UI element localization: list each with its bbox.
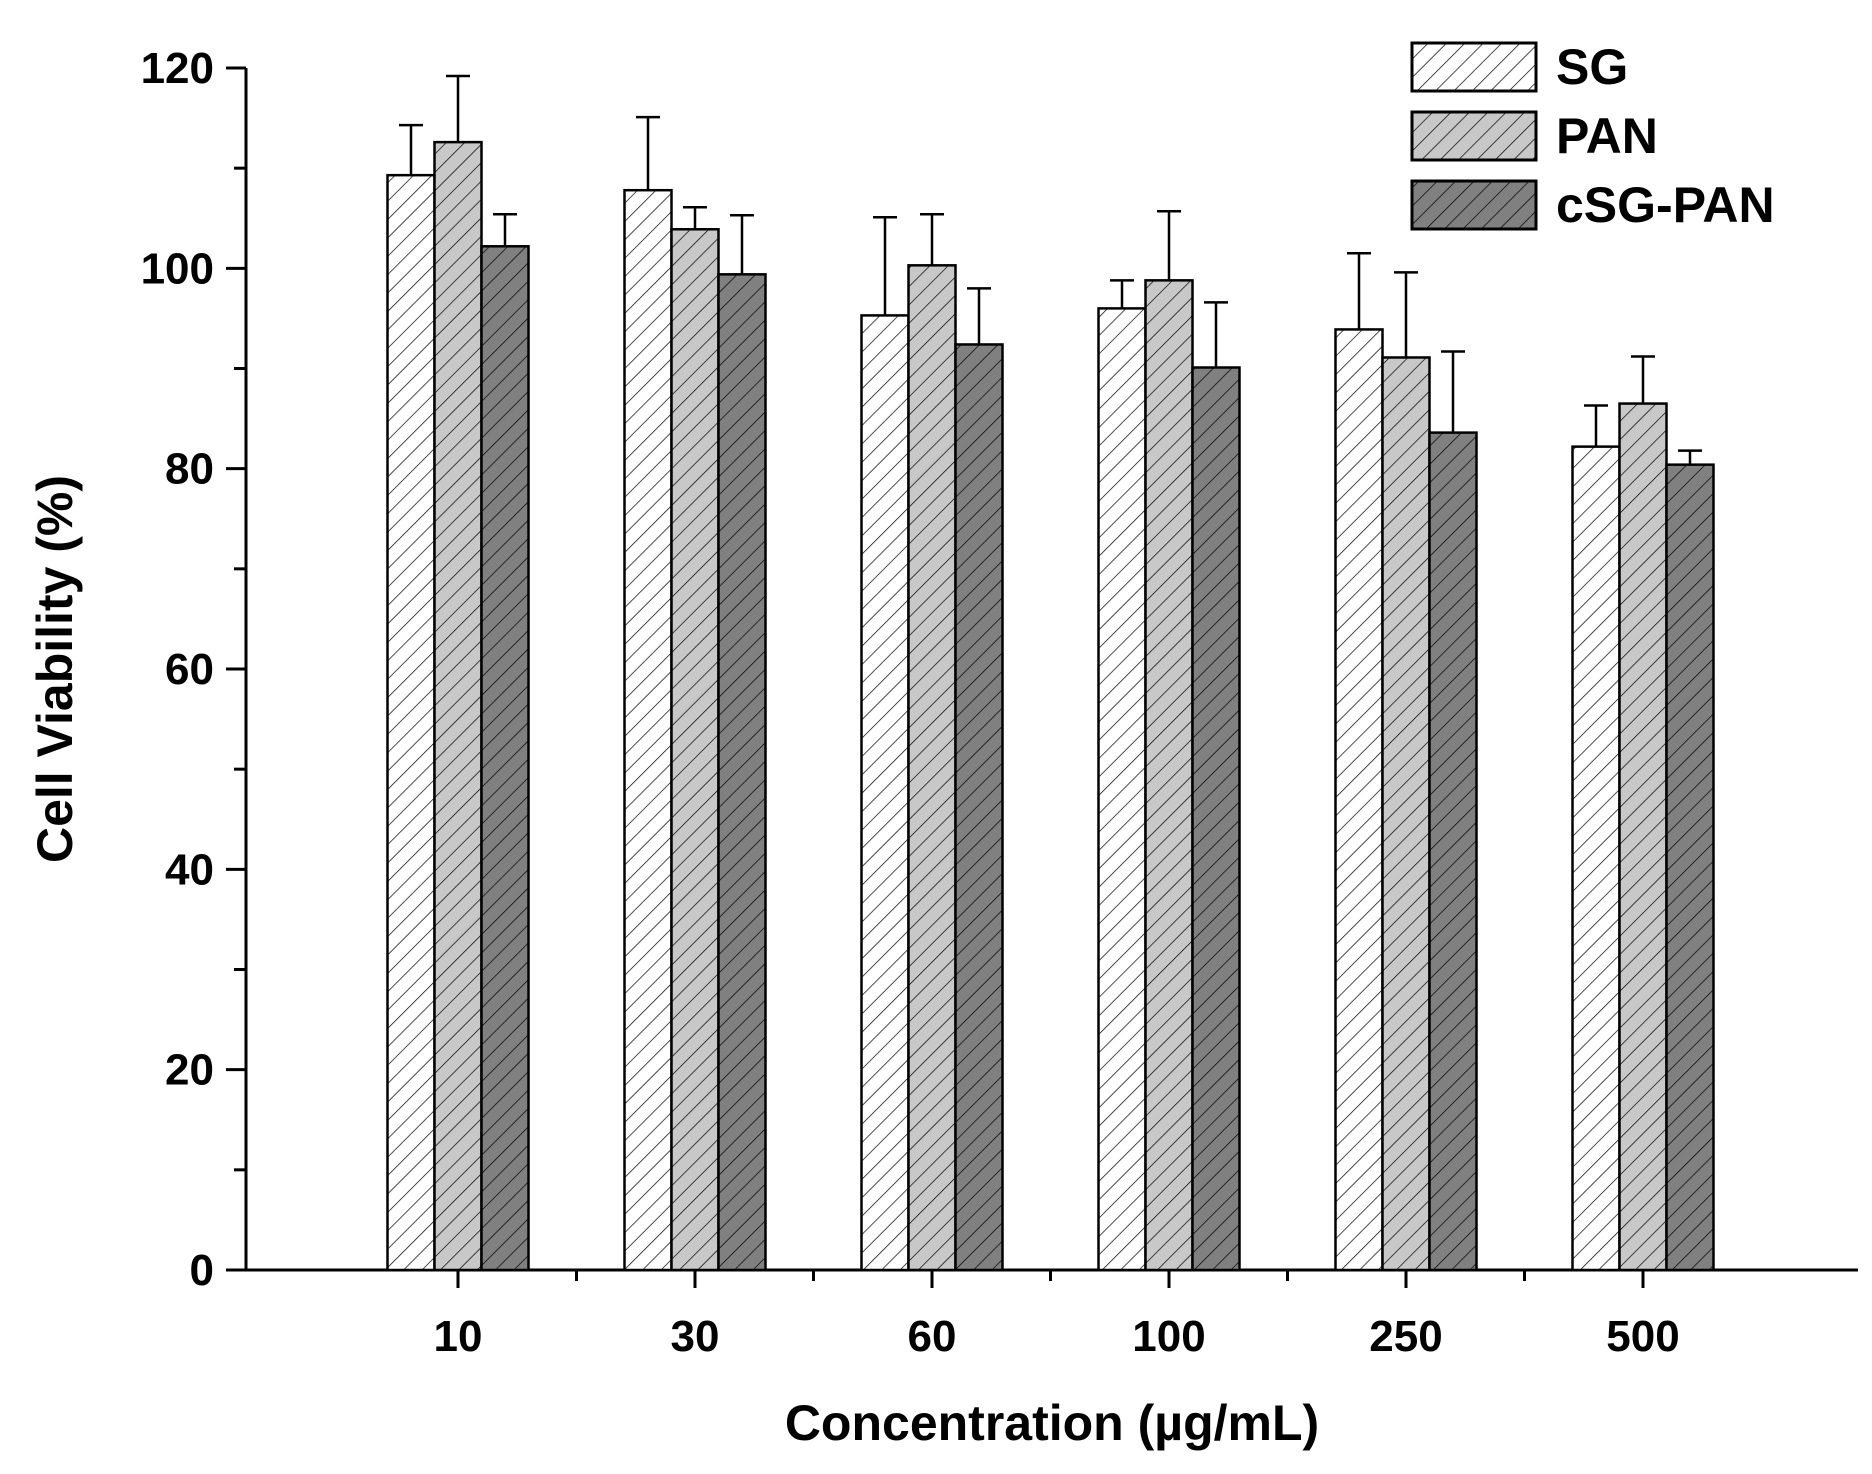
legend-swatch-sg	[1410, 41, 1538, 93]
error-bars	[399, 74, 1702, 465]
x-ticks: 10 30 60 100 250 500	[434, 1270, 1680, 1361]
bar-csg-pan-30	[717, 273, 767, 1272]
bar-csg-pan-100	[1191, 366, 1241, 1272]
legend-swatch-csg-pan	[1410, 179, 1538, 231]
legend-label-sg: SG	[1556, 39, 1628, 95]
y-ticks: 0 20 40 60 80 100 120	[141, 44, 246, 1295]
legend-label-csg-pan: cSG-PAN	[1556, 177, 1775, 233]
y-axis-title: Cell Viability (%)	[27, 475, 83, 863]
bar-pan-250	[1381, 356, 1431, 1272]
legend-swatch-pan	[1410, 110, 1538, 162]
bars	[386, 140, 1715, 1272]
x-tick-label: 60	[908, 1312, 957, 1361]
bar-sg-100	[1097, 307, 1147, 1272]
bar-sg-60	[860, 314, 910, 1272]
x-tick-label: 30	[671, 1312, 720, 1361]
x-tick-label: 500	[1606, 1312, 1679, 1361]
legend: SG PAN cSG-PAN	[1410, 39, 1775, 233]
x-tick-label: 10	[434, 1312, 483, 1361]
bar-sg-250	[1334, 328, 1384, 1272]
x-tick-label: 250	[1369, 1312, 1442, 1361]
bar-pan-500	[1618, 402, 1668, 1272]
legend-label-pan: PAN	[1556, 108, 1658, 164]
x-axis-title: Concentration (µg/mL)	[785, 1395, 1319, 1451]
y-tick-label: 80	[165, 445, 214, 494]
y-tick-label: 40	[165, 845, 214, 894]
bar-pan-60	[907, 264, 957, 1272]
bar-pan-100	[1144, 279, 1194, 1272]
y-tick-label: 120	[141, 44, 214, 93]
y-tick-label: 0	[190, 1246, 214, 1295]
bar-csg-pan-250	[1428, 431, 1478, 1272]
y-tick-label: 20	[165, 1046, 214, 1095]
bar-sg-500	[1571, 445, 1621, 1272]
bar-sg-10	[386, 173, 436, 1272]
bar-sg-30	[623, 188, 673, 1272]
bar-pan-10	[433, 140, 483, 1272]
bar-csg-pan-60	[954, 343, 1004, 1272]
bar-pan-30	[670, 228, 720, 1272]
x-tick-label: 100	[1132, 1312, 1205, 1361]
bar-csg-pan-500	[1665, 463, 1715, 1272]
y-tick-label: 100	[141, 244, 214, 293]
y-tick-label: 60	[165, 645, 214, 694]
bar-csg-pan-10	[480, 245, 530, 1272]
